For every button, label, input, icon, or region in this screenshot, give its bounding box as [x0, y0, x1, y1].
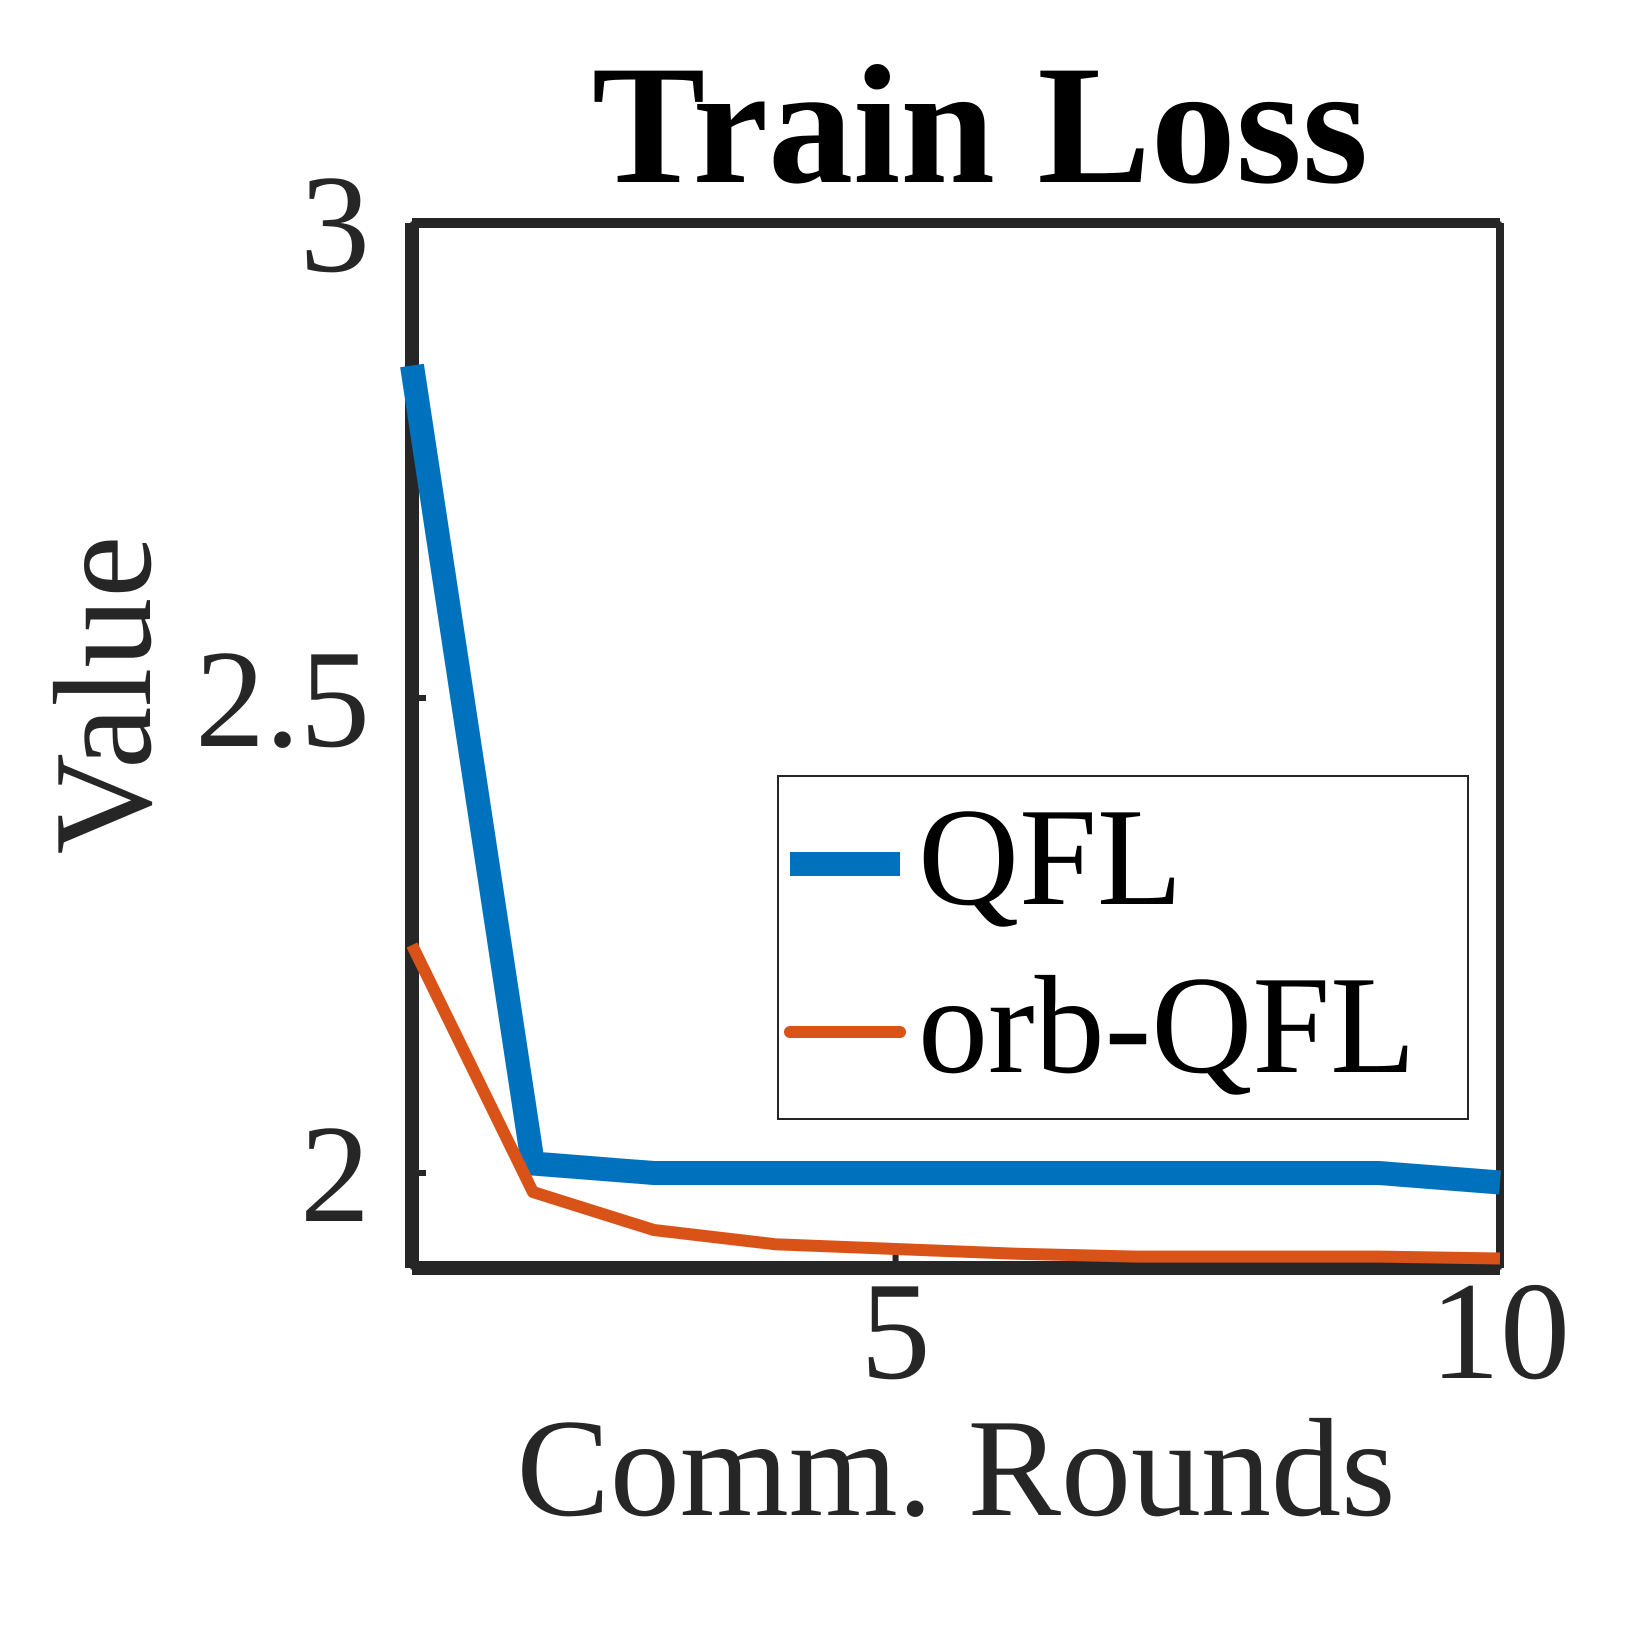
chart-title: Train Loss	[592, 31, 1368, 219]
y-tick-label: 3	[300, 147, 370, 302]
legend: QFL orb-QFL	[777, 775, 1469, 1120]
x-tick-label: 5	[861, 1254, 931, 1409]
y-axis-label: Value	[26, 536, 181, 855]
legend-orbqfl-label: orb-QFL	[918, 948, 1416, 1103]
y-tick-label: 2.5	[195, 622, 370, 777]
series-line-orb-qfl	[406, 942, 1501, 1265]
series-line-qfl	[400, 363, 1501, 1195]
x-tick-label: 10	[1430, 1254, 1570, 1409]
x-axis-label: Comm. Rounds	[516, 1391, 1395, 1546]
series-layer	[400, 363, 1501, 1265]
legend-box	[777, 775, 1469, 1120]
legend-qfl-label: QFL	[918, 780, 1182, 935]
ticks: 5 10 2 2.5 3	[195, 147, 1570, 1409]
y-tick-label: 2	[300, 1097, 370, 1252]
